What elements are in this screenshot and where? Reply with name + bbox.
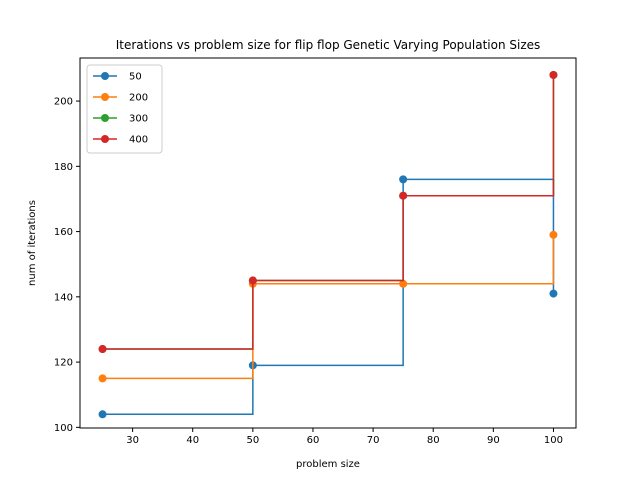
x-axis-label: problem size — [296, 459, 360, 470]
x-tick-label: 50 — [246, 435, 259, 446]
legend-item-50: 50 — [93, 72, 142, 83]
legend-label: 200 — [129, 93, 148, 104]
legend-item-300: 300 — [93, 114, 148, 125]
legend-swatch-marker — [101, 72, 109, 80]
legend-item-400: 400 — [93, 135, 148, 146]
data-point-400 — [98, 345, 107, 354]
x-axis: 30 40 50 60 70 80 90 100 — [126, 428, 563, 446]
y-tick-label: 100 — [54, 423, 73, 434]
plot-frame — [79, 57, 577, 429]
x-tick-label: 90 — [487, 435, 500, 446]
plot-area — [98, 70, 558, 419]
y-tick-label: 120 — [54, 358, 73, 369]
x-tick-label: 60 — [307, 435, 320, 446]
y-axis: 100 120 140 160 180 200 — [54, 97, 80, 434]
x-tick-label: 30 — [126, 435, 139, 446]
x-tick-label: 40 — [186, 435, 199, 446]
data-point-200 — [549, 230, 558, 239]
legend-label: 300 — [129, 114, 148, 125]
data-point-50 — [549, 289, 558, 298]
y-tick-label: 180 — [54, 162, 73, 173]
legend-item-200: 200 — [93, 93, 148, 104]
data-point-400 — [248, 276, 257, 285]
data-point-50 — [98, 410, 107, 419]
legend-label: 400 — [129, 135, 148, 146]
y-tick-label: 160 — [54, 227, 73, 238]
x-tick-label: 100 — [544, 435, 563, 446]
chart-title: Iterations vs problem size for flip flop… — [116, 38, 541, 52]
series-400 — [98, 70, 558, 354]
series-line-400 — [102, 74, 555, 350]
series-line-200 — [102, 234, 555, 380]
y-axis-label: num of iterations — [27, 200, 38, 286]
data-point-200 — [98, 374, 107, 383]
legend-swatch-marker — [101, 93, 109, 101]
legend-swatch-marker — [101, 114, 109, 122]
data-point-400 — [549, 70, 558, 79]
legend: 50 200 300 400 — [86, 64, 163, 154]
legend-label: 50 — [129, 72, 142, 83]
x-tick-label: 80 — [427, 435, 440, 446]
legend-swatch-marker — [101, 135, 109, 143]
legend-box — [86, 64, 163, 154]
y-tick-label: 200 — [54, 97, 73, 108]
data-point-50 — [399, 175, 408, 184]
y-tick-label: 140 — [54, 292, 73, 303]
data-point-400 — [399, 191, 408, 200]
data-point-200 — [399, 279, 408, 288]
x-tick-label: 70 — [367, 435, 380, 446]
